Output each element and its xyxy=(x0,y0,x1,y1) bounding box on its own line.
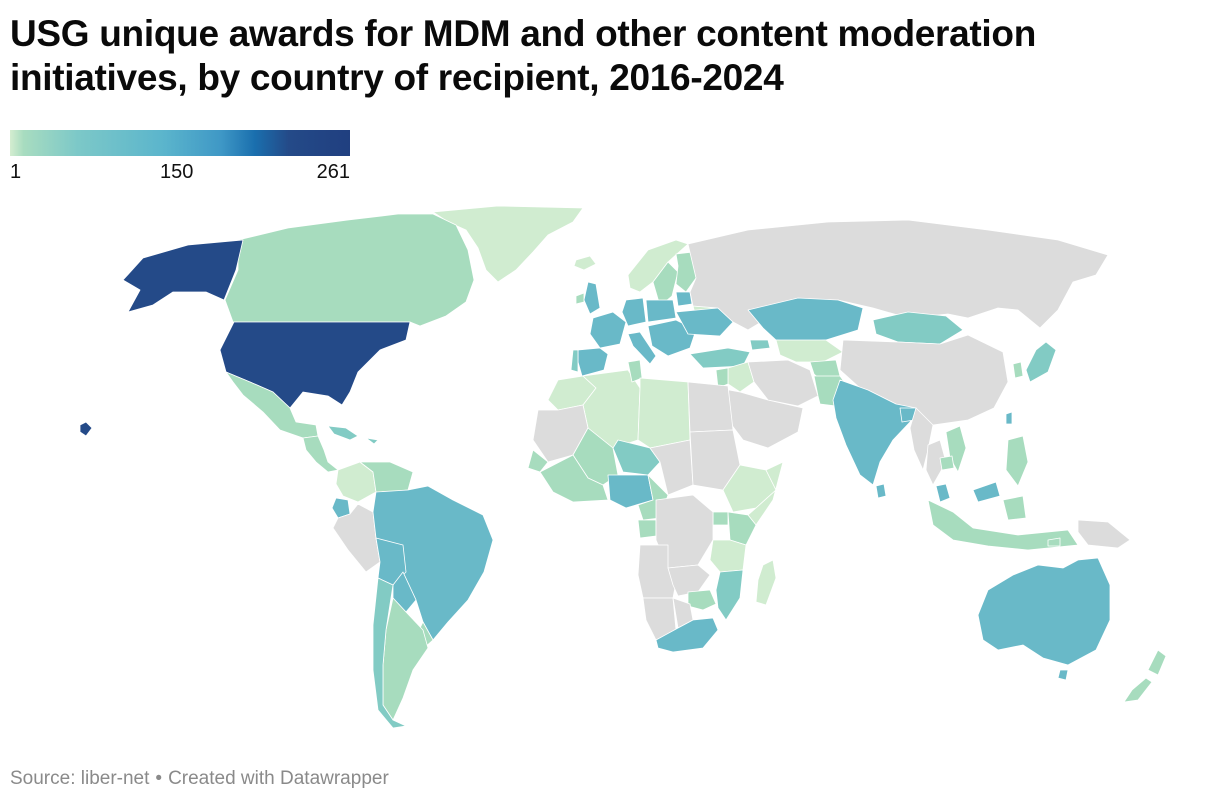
region-baltics xyxy=(675,291,693,307)
region-poland xyxy=(645,299,677,323)
region-myanmar xyxy=(909,407,934,471)
region-zimbabwe xyxy=(687,589,717,611)
region-italy xyxy=(627,331,657,365)
region-thailand xyxy=(925,439,947,486)
region-new-zealand xyxy=(1123,649,1167,703)
source-separator: • xyxy=(155,768,163,789)
region-jordan-lebanon xyxy=(715,367,729,389)
legend-mid-label: 150 xyxy=(160,161,194,183)
region-hawaii xyxy=(79,421,93,437)
region-south-africa xyxy=(655,617,719,653)
region-gabon xyxy=(637,519,657,539)
region-india xyxy=(832,379,917,486)
region-alaska xyxy=(122,239,244,313)
region-germany xyxy=(621,297,647,327)
region-vietnam xyxy=(945,425,967,473)
region-central-america xyxy=(302,435,339,473)
source-line: Source: liber-net • Created with Datawrapp… xyxy=(10,768,389,790)
region-georgia xyxy=(749,339,771,351)
region-kenya xyxy=(727,511,757,546)
region-ukraine xyxy=(675,307,734,337)
legend-max-label: 261 xyxy=(316,161,350,183)
region-balkans xyxy=(647,319,697,357)
region-canada xyxy=(224,213,475,327)
region-australia xyxy=(977,557,1111,666)
region-kazakhstan xyxy=(747,297,864,343)
region-greenland xyxy=(432,205,584,283)
region-france xyxy=(589,311,627,349)
world-map xyxy=(79,205,1167,729)
region-uganda xyxy=(712,511,729,526)
region-mozambique xyxy=(715,569,744,621)
region-sri-lanka xyxy=(875,483,887,499)
region-iran xyxy=(747,359,819,407)
region-madagascar xyxy=(755,559,777,606)
region-philippines xyxy=(1005,435,1029,487)
region-iceland xyxy=(573,255,597,271)
region-mongolia xyxy=(872,311,964,345)
chart-title: USG unique awards for MDM and other cont… xyxy=(10,13,1037,98)
region-south-korea xyxy=(1012,361,1024,379)
region-tasmania xyxy=(1057,669,1069,681)
region-nigeria xyxy=(607,474,654,509)
region-indonesia xyxy=(927,495,1079,551)
region-taiwan xyxy=(1005,411,1013,425)
region-turkey xyxy=(689,347,751,369)
region-chile xyxy=(372,577,407,729)
region-portugal xyxy=(570,349,579,373)
region-japan xyxy=(1025,341,1057,383)
region-spain xyxy=(577,347,609,377)
region-malaysia xyxy=(935,481,1001,503)
legend-gradient-bar xyxy=(10,130,350,156)
region-cambodia xyxy=(939,455,955,471)
legend-min-label: 1 xyxy=(10,161,22,183)
region-egypt xyxy=(687,381,734,433)
legend-labels: 1 150 261 xyxy=(10,156,350,183)
color-legend: 1 150 261 xyxy=(10,130,350,183)
region-papua-new-guinea xyxy=(1077,519,1131,549)
region-tanzania xyxy=(709,539,747,573)
datawrapper-credit: Created with Datawrapper xyxy=(168,768,389,789)
region-chad xyxy=(649,439,694,496)
region-caribbean xyxy=(327,425,379,445)
region-ireland xyxy=(575,292,585,305)
region-united-kingdom xyxy=(583,281,601,315)
region-timor-leste xyxy=(1047,537,1061,547)
region-libya xyxy=(637,377,691,449)
region-central-asia xyxy=(775,339,844,363)
region-west-africa-coast xyxy=(539,454,609,503)
source-label: Source: liber-net xyxy=(10,768,150,789)
